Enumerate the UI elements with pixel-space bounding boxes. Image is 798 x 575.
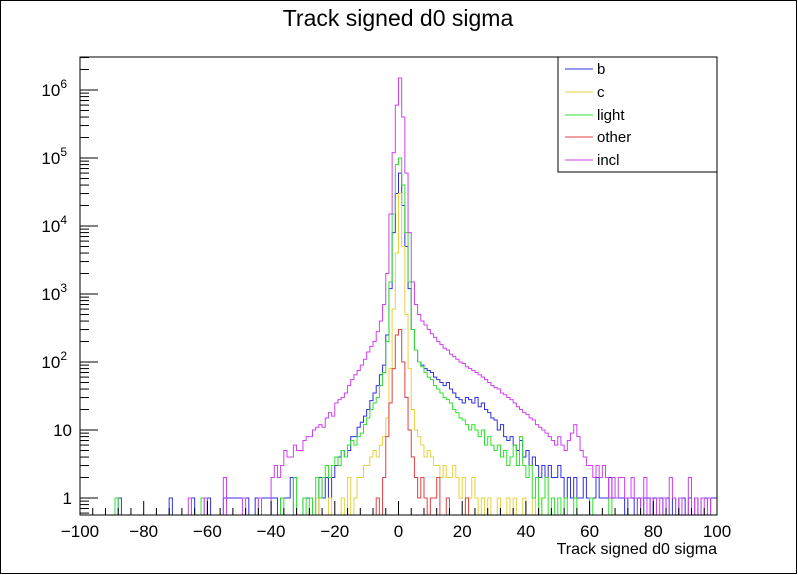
legend-label: c (597, 84, 605, 101)
legend-entry-b: b (565, 61, 605, 78)
x-tick-label: −100 (61, 522, 99, 541)
legend-label: b (597, 61, 605, 78)
legend-entry-c: c (565, 84, 605, 101)
x-tick-label: 0 (394, 522, 403, 541)
series-other-histogram (80, 329, 717, 515)
y-tick-label: 105 (41, 145, 67, 168)
y-tick-label: 103 (41, 281, 67, 304)
legend-entry-light: light (565, 107, 625, 124)
legend-entry-other: other (565, 129, 631, 146)
y-tick-label: 106 (41, 77, 67, 100)
chart-title: Track signed d0 sigma (283, 5, 514, 31)
x-tick-label: −80 (129, 522, 158, 541)
x-tick-label: 100 (703, 522, 731, 541)
y-tick-label: 1 (63, 489, 72, 508)
x-axis-label: Track signed d0 sigma (557, 541, 717, 558)
y-tick-label: 10 (53, 421, 72, 440)
x-tick-label: −40 (257, 522, 286, 541)
x-tick-label: 20 (453, 522, 472, 541)
axis-layer: −100 −80 −60 −40 −20 0 20 40 60 80 100 1 10 102 103 104… (41, 57, 731, 541)
series-c-histogram (80, 193, 717, 515)
y-tick-label: 102 (41, 349, 67, 372)
x-tick-label: −20 (320, 522, 349, 541)
legend: bc light other incl (557, 56, 718, 173)
legend-label: other (597, 129, 631, 146)
series-incl-histogram (80, 77, 717, 515)
legend-label: incl (597, 152, 620, 169)
legend-entry-incl: incl (565, 152, 620, 169)
x-tick-label: −60 (193, 522, 222, 541)
x-tick-label: 80 (644, 522, 663, 541)
histogram-layer (80, 77, 717, 515)
x-tick-label: 40 (516, 522, 535, 541)
legend-label: light (597, 107, 625, 124)
y-tick-label: 104 (41, 213, 67, 236)
series-light-histogram (80, 157, 717, 515)
x-tick-label: 60 (580, 522, 599, 541)
